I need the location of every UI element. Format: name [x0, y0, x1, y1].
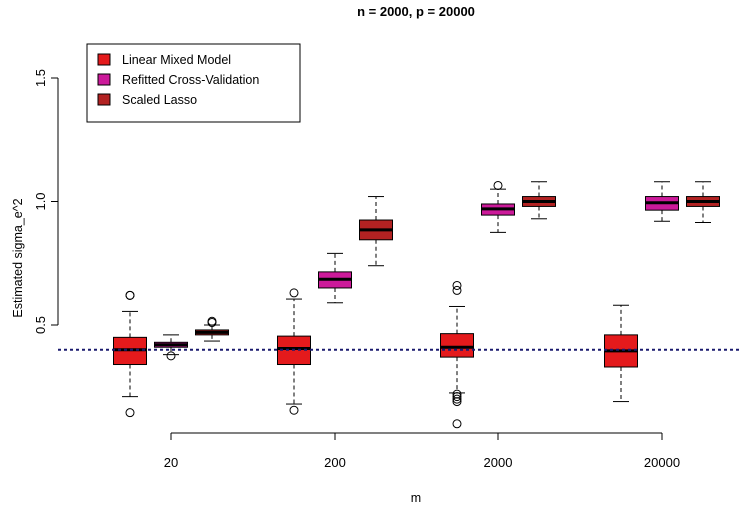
legend: Linear Mixed Model Refitted Cross-Validat… — [86, 43, 301, 123]
outlier-point — [452, 397, 462, 407]
legend-label: Scaled Lasso — [122, 93, 197, 107]
x-tick-label: 20000 — [644, 455, 680, 470]
box-linear-mixed-model-200 — [277, 288, 311, 415]
outlier-point — [125, 408, 135, 418]
outlier-point — [452, 392, 462, 402]
x-tick-label: 20 — [164, 455, 178, 470]
outlier-point — [452, 419, 462, 429]
box-refitted-cross-validation-20 — [154, 334, 188, 361]
y-tick-label: 1.5 — [33, 69, 48, 87]
box-linear-mixed-model-20 — [113, 290, 147, 418]
outlier-point — [207, 318, 217, 328]
y-tick-label: 1.0 — [33, 192, 48, 210]
x-tick-label: 2000 — [484, 455, 513, 470]
legend-label: Linear Mixed Model — [122, 53, 231, 67]
outlier-point — [452, 394, 462, 404]
box-linear-mixed-model-2000 — [440, 280, 474, 429]
legend-box — [86, 43, 301, 123]
outlier-point — [452, 285, 462, 295]
box-scaled-lasso-200 — [359, 196, 393, 267]
plot-area: 0.5 1.0 1.5 20 200 2000 20000 — [33, 69, 739, 470]
box-scaled-lasso-2000 — [522, 181, 556, 220]
box-refitted-cross-validation-2000 — [481, 180, 515, 233]
box-refitted-cross-validation-20000 — [645, 181, 679, 222]
legend-swatch — [97, 53, 111, 66]
outlier-point — [493, 180, 503, 190]
outlier-point — [166, 351, 176, 361]
legend-swatch — [97, 93, 111, 106]
box-refitted-cross-validation-200 — [318, 252, 352, 304]
chart-title: n = 2000, p = 20000 — [357, 4, 475, 19]
outlier-point — [452, 280, 462, 290]
box-linear-mixed-model-20000 — [604, 304, 638, 403]
outlier-point — [125, 290, 135, 300]
box-scaled-lasso-20000 — [686, 181, 720, 223]
x-axis-label: m — [411, 491, 421, 505]
legend-swatch — [97, 73, 111, 86]
outlier-point — [289, 288, 299, 298]
outlier-point — [289, 405, 299, 415]
x-tick-label: 200 — [324, 455, 346, 470]
y-axis-label: Estimated sigma_e^2 — [11, 198, 25, 317]
y-tick-label: 0.5 — [33, 316, 48, 334]
outlier-point — [452, 389, 462, 399]
box-iqr — [440, 333, 474, 358]
box-scaled-lasso-20 — [195, 316, 229, 342]
legend-label: Refitted Cross-Validation — [122, 73, 259, 87]
